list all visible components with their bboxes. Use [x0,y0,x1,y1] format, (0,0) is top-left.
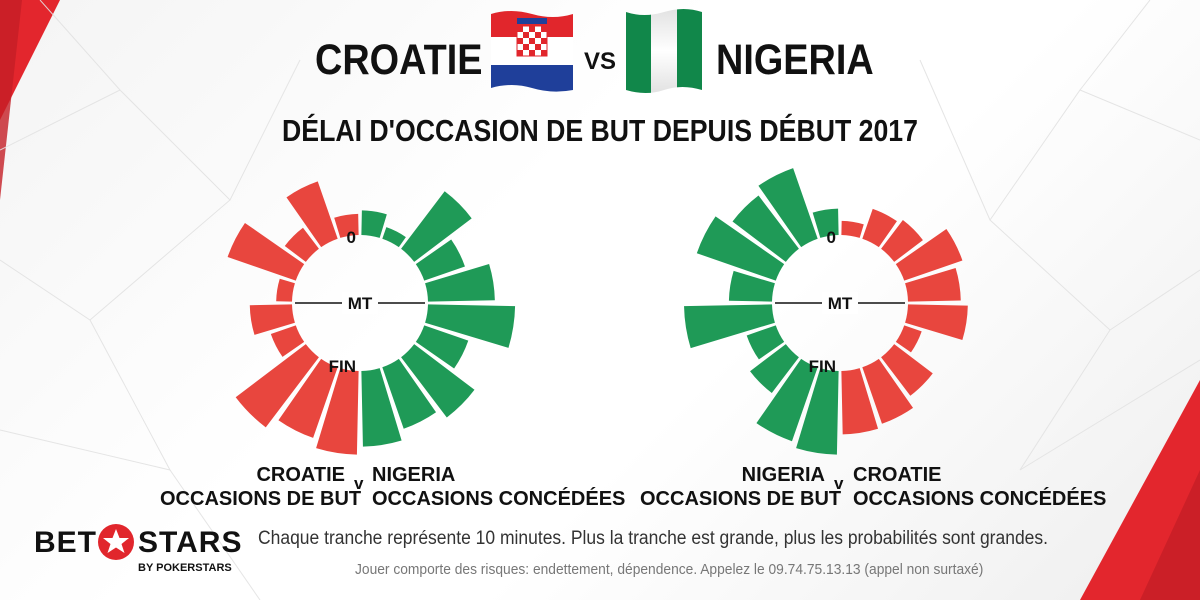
chart-subtitle: DÉLAI D'OCCASION DE BUT DEPUIS DÉBUT 201… [282,113,918,148]
title-row: CROATIE VS NIGERIA [0,8,1200,98]
chart1-left-slice-5 [276,278,295,302]
chart2-left-slice-10 [796,368,839,455]
chart2-left-slice-4 [696,216,785,281]
chart2-left-slice-2 [758,168,818,248]
team-b-name: NIGERIA [716,36,874,84]
chart2-v-label: v [834,474,844,493]
chart1-left-label: CROATIE OCCASIONS DE BUT [160,463,362,511]
chart1-right-team: NIGERIA [372,464,456,486]
star-icon [98,524,134,560]
chart2-right-slice-8 [881,344,933,396]
team-a-name: CROATIE [315,36,483,84]
chart1-left-slice-7 [270,325,305,357]
vs-label: VS [584,48,617,75]
chart1-left-slice-10 [316,368,359,455]
chart1-right-slice-9 [382,358,437,429]
chart2-left-slice-6 [684,304,775,349]
chart1-v-label: v [354,474,364,493]
chart1-start-label: 0 [347,228,356,247]
logo-subtext: BY POKERSTARS [138,562,232,574]
chart2-left-slice-8 [750,344,799,393]
chart2-right-slice-10 [841,368,879,435]
chart1-right-label: NIGERIA OCCASIONS CONCÉDÉES [372,463,626,511]
chart1-left-slice-8 [235,344,319,428]
chart1-right-slice-3 [401,191,472,262]
disclaimer: Jouer comporte des risques: endettement,… [355,561,984,578]
chart2-right-slice-2 [862,208,897,248]
logo-stars-text: STARS [138,526,243,559]
chart2-left-slice-5 [728,270,775,302]
chart2-left-slice-9 [756,358,818,442]
chart2-halftime-label: MT [828,294,853,313]
chart1-left-metric: OCCASIONS DE BUT [160,488,362,510]
chart2-left-slice-1 [812,208,839,238]
chart2-left-slice-7 [746,325,785,360]
chart2-right-metric: OCCASIONS CONCÉDÉES [853,488,1107,510]
chart1-left-slice-1 [334,213,359,238]
chart1-halftime-label-bg [342,292,378,314]
chart2-right-slice-6 [905,304,968,341]
chart1-left-slice-2 [286,181,338,248]
chart2-right-team: CROATIE [853,464,942,486]
chart1-right-metric: OCCASIONS CONCÉDÉES [372,488,626,510]
chart2-right-label: CROATIE OCCASIONS CONCÉDÉES [853,463,1107,511]
chart2-right-slice-9 [862,358,914,424]
chart1-right-slice-4 [415,239,465,281]
chart2-right-slice-7 [895,325,922,353]
chart1-halftime-label: MT [348,294,373,313]
chart1-right-slice-6 [425,304,516,348]
chart1-left-slice-4 [227,222,305,281]
chart2-start-label: 0 [827,228,836,247]
chart1-end-label: FIN [329,357,356,376]
chart1-left-team: CROATIE [256,464,345,486]
chart1-right-slice-7 [415,325,469,369]
chart2-end-label: FIN [809,357,836,376]
chart2-right-slice-4 [895,228,963,281]
chart2-left-metric: OCCASIONS DE BUT [640,488,842,510]
footnote: Chaque tranche représente 10 minutes. Pl… [258,528,1048,549]
chart2-halftime-label-bg [822,292,858,314]
chart1-left-slice-6 [249,304,295,335]
nigeria-flag-icon [626,9,702,93]
logo-bet-text: BET [34,526,97,559]
chart1-right-slice-5 [425,263,495,302]
chart1-left-slice-3 [284,227,319,262]
chart2-right-slice-1 [841,220,864,238]
chart1-right-slice-8 [401,344,475,418]
chart2-right-slice-3 [881,220,923,262]
chart2-left-team: NIGERIA [741,464,825,486]
chart2-left-label: NIGERIA OCCASIONS DE BUT [640,463,842,511]
chart1-right-slice-2 [382,227,406,248]
betstars-logo: BET STARS BY POKERSTARS [26,524,241,586]
croatia-flag-icon [491,11,573,92]
chart2-right-slice-5 [905,268,961,302]
chart1-right-slice-1 [361,210,387,238]
chart2-left-slice-3 [732,195,799,262]
chart1-left-slice-9 [278,358,338,438]
chart1-right-slice-10 [361,368,402,447]
